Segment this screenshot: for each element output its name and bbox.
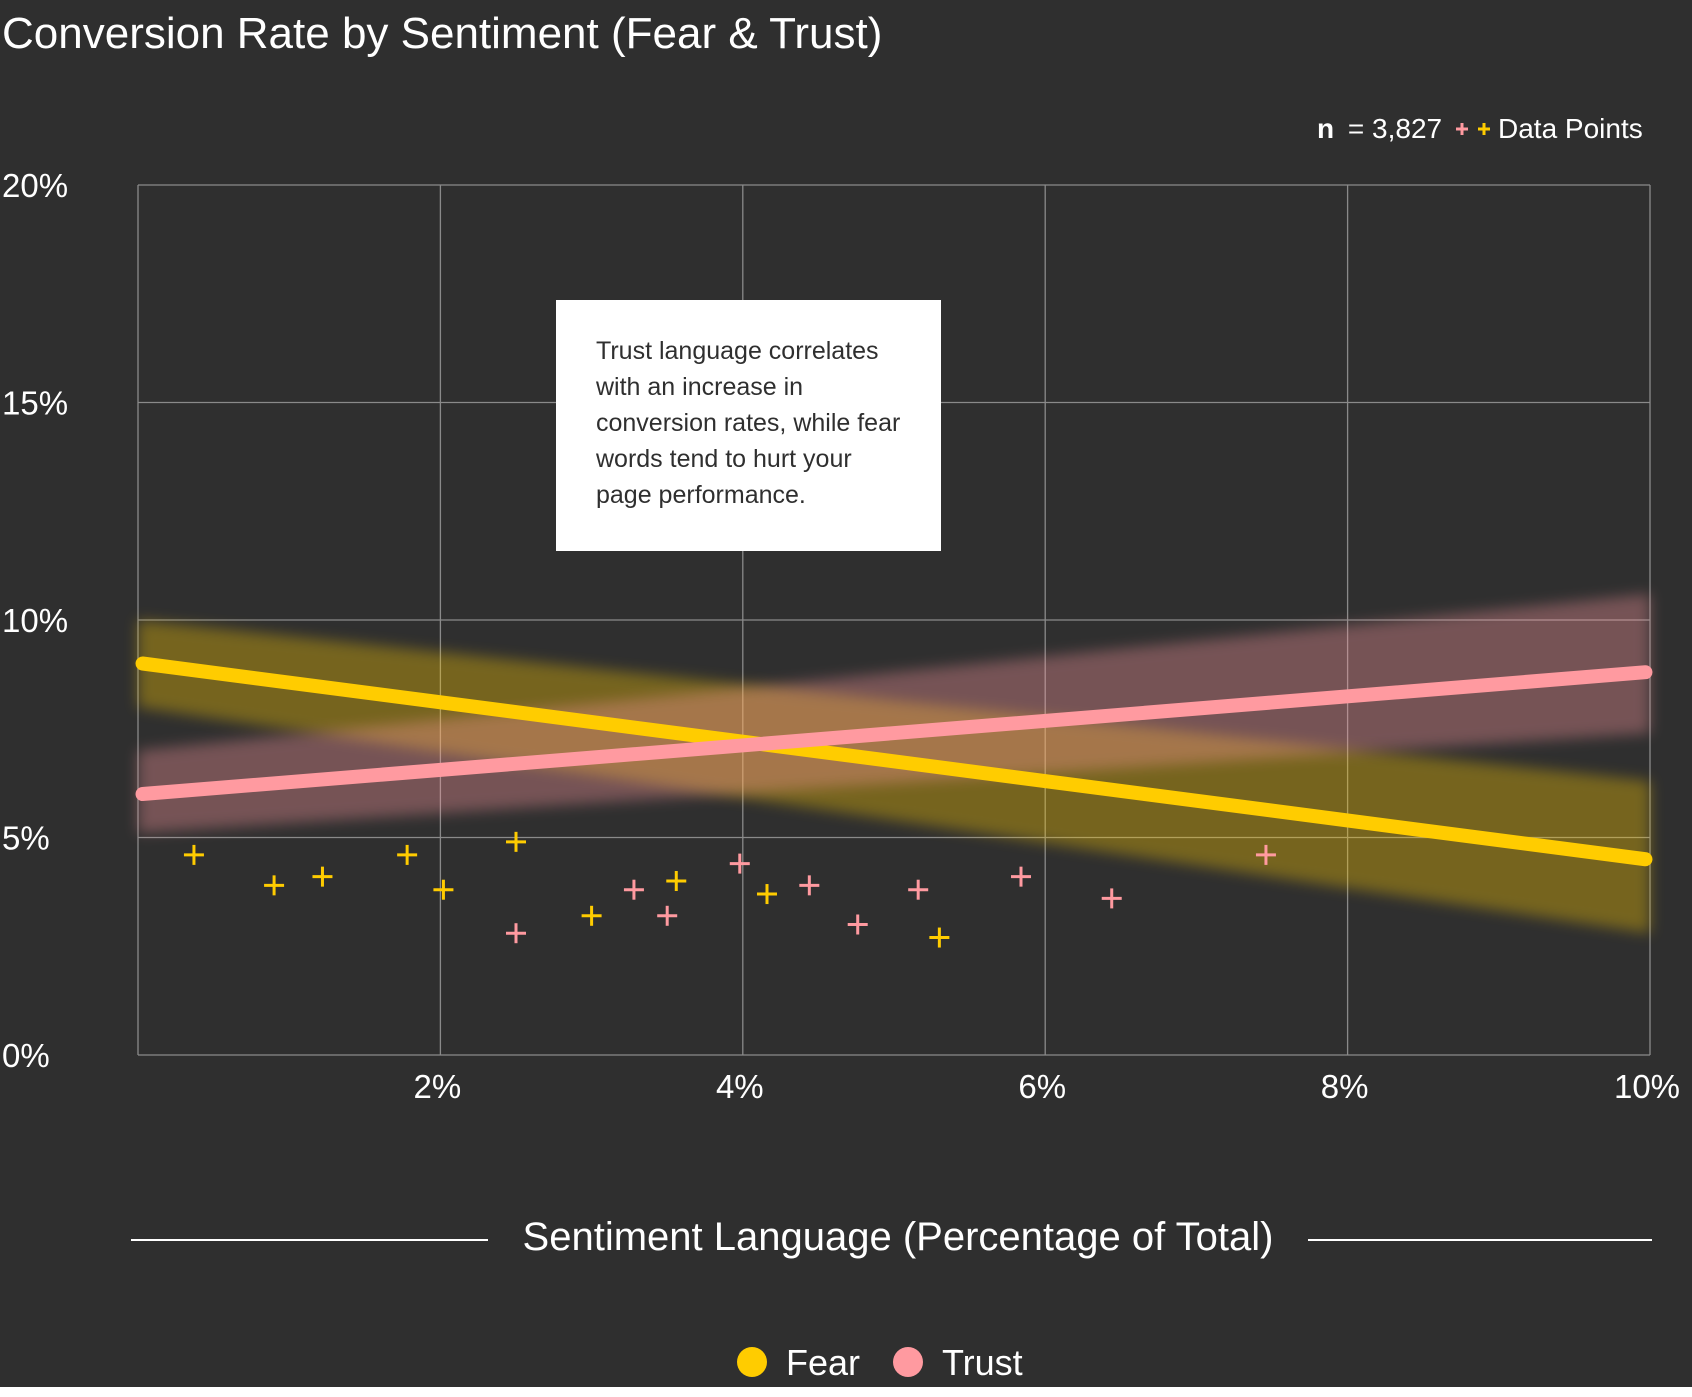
data-point-trust [623,879,644,900]
x-axis-title: Sentiment Language (Percentage of Total) [131,1215,1652,1259]
x-tick-label: 6% [1018,1068,1066,1105]
data-point-fear [666,871,687,891]
legend-swatch-fear [737,1347,767,1377]
confidence-band-trust [138,593,1650,834]
x-axis-label: Sentiment Language (Percentage of Total) [523,1215,1274,1259]
annotation-background [556,300,941,551]
y-tick-label: 10% [2,602,68,639]
legend-label-trust: Trust [942,1342,1023,1383]
data-point-trust [908,879,929,900]
svg-text:n = 3,827: n = 3,827 [1317,113,1442,144]
sample-size-label: n = 3,827 [1317,113,1442,144]
trend-line-fear [135,656,1653,867]
data-point-trust [506,923,526,944]
data-point-fear [506,831,526,852]
data-point-trust [799,875,820,896]
data-point-fear [312,866,333,887]
key-marker-fear [1478,123,1490,135]
legend: Fear Trust [737,1342,1023,1383]
data-point-fear [433,879,454,900]
x-tick-label: 10% [1614,1068,1680,1105]
data-points-label: Data Points [1498,113,1643,144]
data-point-trust [1011,866,1032,887]
data-point-fear [183,844,204,865]
data-point-fear [581,905,602,926]
key-marker-trust [1456,123,1468,135]
trend-lines [135,656,1653,867]
x-tick-label: 2% [414,1068,462,1105]
legend-swatch-trust [893,1347,923,1377]
annotation-box: Trust language correlates with an increa… [556,300,941,551]
sample-size-value: = 3,827 [1348,113,1442,144]
data-point-trust [847,914,868,935]
trend-line-trust [135,665,1653,801]
x-tick-label: 4% [716,1068,764,1105]
chart-title: Conversion Rate by Sentiment (Fear & Tru… [2,9,882,58]
data-points-key: Data Points [1456,113,1643,144]
sample-size-symbol: n [1317,113,1334,144]
data-point-trust [1101,888,1122,909]
y-tick-label: 15% [2,385,68,422]
data-point-fear [397,844,418,865]
data-point-trust [1255,844,1276,865]
annotation-text: Trust language correlates with an increa… [595,337,907,509]
axis-ticks: 0% 5% 10% 15% 20% 2% 4% 6% 8% 10% [2,167,1680,1105]
data-point-fear [929,927,950,948]
y-tick-label: 20% [2,167,68,204]
data-point-trust [657,905,678,926]
data-points [183,831,1276,948]
data-point-fear [756,884,777,905]
y-tick-label: 0% [2,1037,50,1074]
data-point-trust [729,853,750,874]
data-point-fear [264,875,285,896]
legend-label-fear: Fear [786,1342,860,1383]
x-tick-label: 8% [1321,1068,1369,1105]
y-tick-label: 5% [2,820,50,857]
